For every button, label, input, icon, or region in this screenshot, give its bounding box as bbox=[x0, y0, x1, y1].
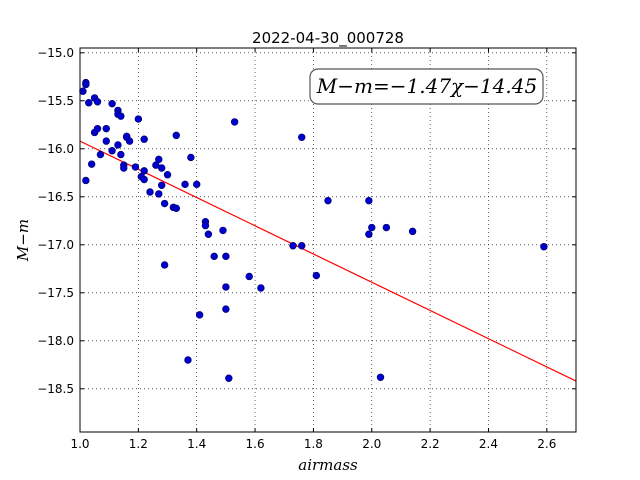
data-point bbox=[93, 98, 102, 106]
data-point bbox=[376, 373, 385, 381]
data-point bbox=[222, 252, 230, 261]
data-point bbox=[324, 196, 332, 205]
data-point bbox=[219, 226, 227, 235]
data-point bbox=[155, 155, 163, 164]
x-tick-label: 1.2 bbox=[129, 437, 148, 451]
data-point bbox=[134, 115, 143, 123]
fit-line bbox=[79, 140, 577, 382]
plot-frame bbox=[79, 47, 577, 433]
data-point bbox=[193, 180, 201, 189]
data-point bbox=[120, 164, 128, 172]
fit-layer bbox=[79, 140, 577, 382]
data-point bbox=[195, 311, 204, 319]
annotation-box: M−m=−1.47χ−14.45 bbox=[309, 68, 544, 105]
x-tick-label: 2.0 bbox=[362, 437, 381, 451]
y-tick-label: −16.0 bbox=[37, 142, 74, 156]
data-point bbox=[114, 141, 122, 149]
y-tick-label: −18.0 bbox=[37, 334, 74, 348]
data-point bbox=[257, 284, 265, 292]
data-point bbox=[365, 196, 373, 205]
x-tick-label: 2.2 bbox=[421, 437, 440, 451]
data-point bbox=[96, 150, 105, 159]
x-tick-label: 1.4 bbox=[187, 437, 206, 451]
data-point bbox=[152, 161, 160, 169]
x-tick-label: 1.0 bbox=[70, 437, 89, 451]
points-layer bbox=[79, 78, 548, 382]
data-point bbox=[184, 356, 192, 364]
data-point bbox=[131, 163, 140, 171]
data-point bbox=[140, 167, 148, 175]
x-tick-label: 2.6 bbox=[537, 437, 556, 451]
data-point bbox=[245, 272, 253, 281]
fit-equation: M−m=−1.47χ−14.45 bbox=[316, 74, 537, 98]
data-point bbox=[122, 132, 131, 141]
ticks-layer: 1.0 1.2 1.4 1.6 1.8 2.0 2.2 2.4 2.6 −15.0 −15.5 −16… bbox=[37, 46, 576, 451]
x-axis-label: airmass bbox=[298, 456, 358, 474]
data-point bbox=[368, 223, 376, 232]
data-point bbox=[160, 199, 169, 208]
data-point bbox=[181, 180, 189, 189]
data-point bbox=[540, 243, 548, 251]
data-point bbox=[157, 181, 166, 189]
data-point bbox=[172, 131, 180, 140]
data-point bbox=[155, 190, 163, 198]
data-point bbox=[187, 153, 195, 162]
data-point bbox=[204, 230, 213, 238]
data-point bbox=[108, 99, 116, 108]
data-point bbox=[222, 305, 230, 313]
x-tick-label: 1.6 bbox=[246, 437, 265, 451]
data-point bbox=[230, 118, 239, 126]
data-point bbox=[210, 252, 218, 261]
data-point bbox=[201, 221, 210, 230]
data-point bbox=[160, 261, 169, 269]
x-tick-label: 2.4 bbox=[479, 437, 498, 451]
data-point bbox=[117, 150, 125, 159]
data-point bbox=[382, 223, 391, 232]
data-point bbox=[93, 124, 102, 133]
chart-title: 2022-04-30_000728 bbox=[252, 29, 404, 48]
data-point bbox=[87, 160, 96, 168]
data-point bbox=[146, 188, 154, 196]
data-point bbox=[365, 230, 373, 238]
data-point bbox=[172, 204, 180, 213]
data-point bbox=[298, 133, 306, 141]
data-point bbox=[82, 80, 90, 89]
data-point bbox=[289, 242, 297, 250]
data-point bbox=[140, 135, 148, 143]
data-point bbox=[163, 171, 172, 179]
x-tick-label: 1.8 bbox=[304, 437, 323, 451]
data-point bbox=[140, 175, 148, 184]
y-tick-label: −17.0 bbox=[37, 238, 74, 252]
y-tick-label: −17.5 bbox=[37, 286, 74, 300]
y-tick-label: −15.5 bbox=[37, 94, 74, 108]
y-tick-label: −18.5 bbox=[37, 382, 74, 396]
data-point bbox=[82, 176, 90, 185]
data-point bbox=[102, 124, 110, 133]
y-axis-label: M−m bbox=[14, 219, 32, 262]
data-point bbox=[108, 147, 116, 155]
data-point bbox=[225, 374, 233, 382]
data-point bbox=[408, 227, 417, 236]
data-point bbox=[85, 99, 93, 107]
data-point bbox=[298, 242, 306, 250]
y-tick-label: −15.0 bbox=[37, 46, 74, 60]
data-point bbox=[79, 87, 87, 95]
data-point bbox=[312, 271, 321, 280]
data-point bbox=[222, 283, 230, 291]
data-point bbox=[102, 137, 110, 145]
data-point bbox=[117, 112, 125, 120]
data-point bbox=[157, 164, 166, 172]
y-tick-label: −16.5 bbox=[37, 190, 74, 204]
grid-layer bbox=[80, 48, 576, 432]
